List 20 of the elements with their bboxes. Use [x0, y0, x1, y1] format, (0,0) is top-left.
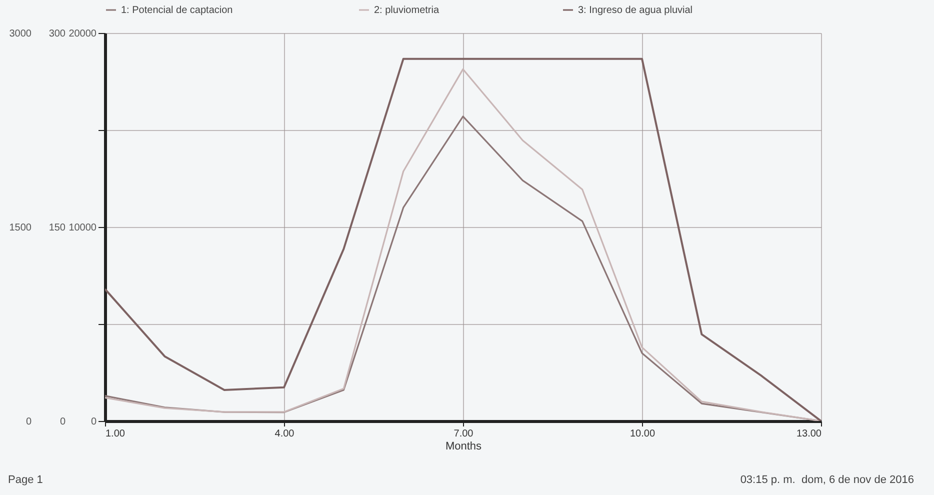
y2-tick-label: 300	[48, 28, 66, 40]
x-tick-label: 4.00	[274, 428, 295, 440]
legend-label: 3: Ingreso de agua pluvial	[578, 5, 693, 16]
x-tick-label: 13.00	[796, 428, 822, 440]
y-tick-label: 20000	[68, 28, 97, 40]
x-tick-label: 7.00	[454, 428, 474, 440]
legend-label: 2: pluviometria	[374, 5, 440, 16]
x-tick-label: 10.00	[630, 428, 656, 440]
y3-tick-label: 3000	[9, 28, 32, 40]
legend-label: 1: Potencial de captacion	[121, 5, 233, 16]
y2-tick-label: 0	[60, 416, 66, 428]
text: 03:15 p. m. dom, 6 de nov de 2016	[740, 474, 914, 486]
y-tick-label: 0	[90, 416, 97, 428]
x-axis-title: Months	[445, 440, 482, 452]
y3-tick-label: 0	[26, 416, 32, 428]
x-tick-label: 1.00	[106, 428, 126, 440]
y3-tick-label: 1500	[9, 222, 32, 234]
text: Page 1	[8, 474, 43, 486]
y2-tick-label: 150	[48, 222, 66, 234]
y-tick-label: 10000	[68, 222, 97, 234]
